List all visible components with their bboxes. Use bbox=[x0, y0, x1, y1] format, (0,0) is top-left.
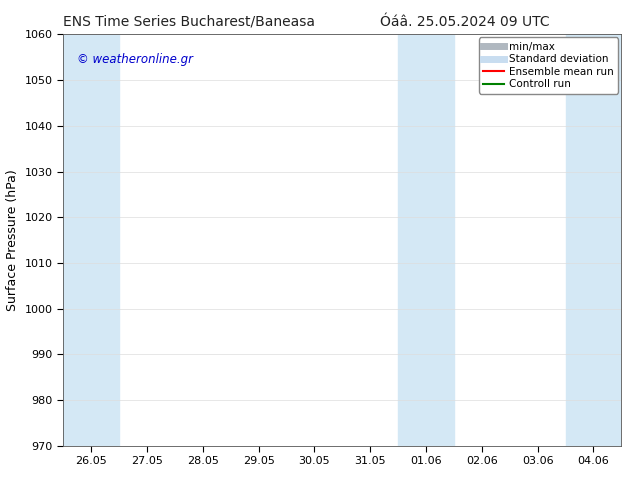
Text: © weatheronline.gr: © weatheronline.gr bbox=[77, 53, 193, 66]
Y-axis label: Surface Pressure (hPa): Surface Pressure (hPa) bbox=[6, 169, 19, 311]
Legend: min/max, Standard deviation, Ensemble mean run, Controll run: min/max, Standard deviation, Ensemble me… bbox=[479, 37, 618, 94]
Text: ENS Time Series Bucharest/Baneasa: ENS Time Series Bucharest/Baneasa bbox=[63, 15, 315, 29]
Bar bbox=[398, 34, 454, 446]
Bar bbox=[63, 34, 119, 446]
Text: Óáâ. 25.05.2024 09 UTC: Óáâ. 25.05.2024 09 UTC bbox=[380, 15, 550, 29]
Bar bbox=[566, 34, 621, 446]
